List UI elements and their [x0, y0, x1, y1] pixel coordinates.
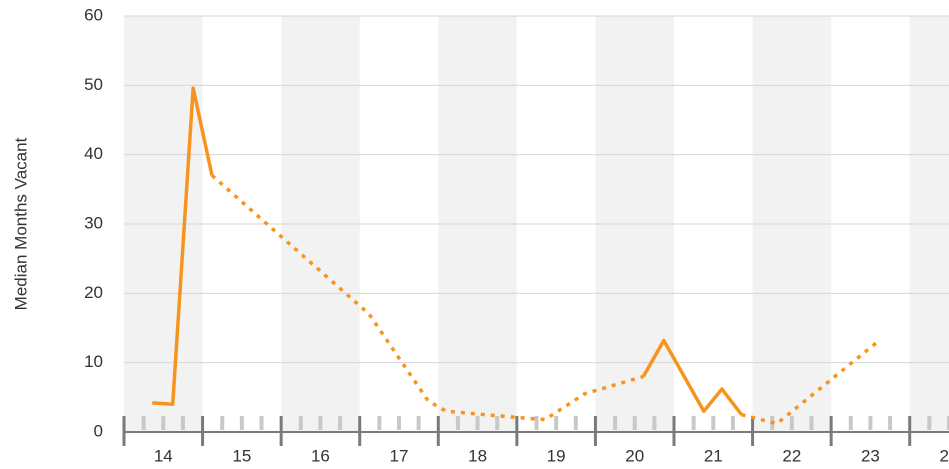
x-tick-label: 16	[311, 446, 330, 465]
y-tick-label: 50	[84, 75, 103, 94]
x-tick-label: 17	[390, 446, 409, 465]
x-tick-label: 19	[547, 446, 566, 465]
x-tick-label: 24	[940, 446, 949, 465]
y-tick-label: 30	[84, 213, 103, 232]
x-tick-label: 15	[232, 446, 251, 465]
line-segment	[210, 174, 644, 422]
y-tick-label: 0	[94, 421, 103, 440]
x-tick-label: 20	[625, 446, 644, 465]
line-segment	[741, 340, 879, 426]
line-segment	[152, 86, 214, 407]
x-tick-label: 21	[704, 446, 723, 465]
x-tick-label: 23	[861, 446, 880, 465]
y-tick-label: 10	[84, 352, 103, 371]
y-tick-label: 60	[84, 5, 103, 24]
x-tick-label: 22	[782, 446, 801, 465]
x-tick-label: 18	[468, 446, 487, 465]
line-segment	[641, 338, 743, 416]
y-axis-label: Median Months Vacant	[11, 137, 30, 310]
x-tick-label: 14	[154, 446, 173, 465]
y-tick-label: 20	[84, 283, 103, 302]
y-tick-label: 40	[84, 144, 103, 163]
